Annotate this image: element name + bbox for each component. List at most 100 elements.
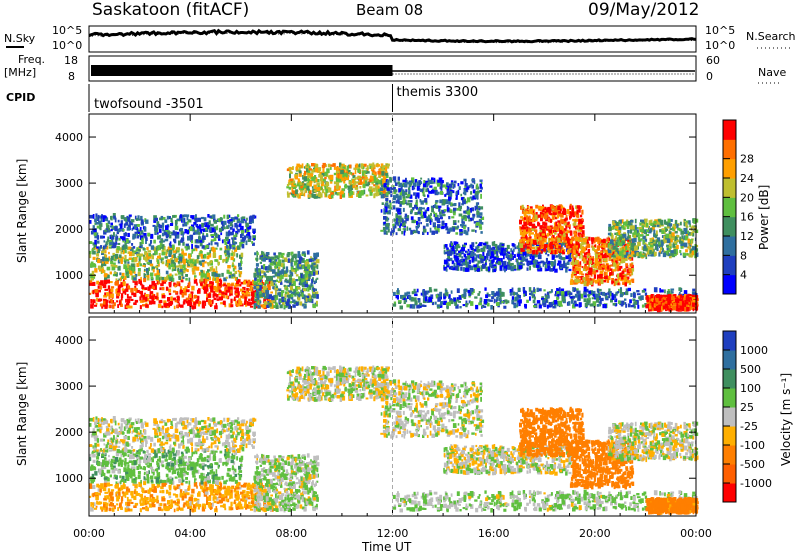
power-cell <box>171 268 174 272</box>
power-cell <box>530 232 534 235</box>
power-cell <box>321 165 326 169</box>
power-cell <box>450 258 453 262</box>
noise-tick-left-top: 10^5 <box>52 24 82 37</box>
power-cell <box>147 250 152 253</box>
power-cell <box>624 298 627 301</box>
power-cell <box>583 293 587 298</box>
power-cell <box>560 231 564 235</box>
power-cell <box>157 235 161 240</box>
power-cell <box>417 211 421 214</box>
power-cell <box>473 221 478 224</box>
power-cell <box>473 248 477 252</box>
power-cell <box>510 262 514 266</box>
power-cell <box>383 229 387 234</box>
power-cell <box>181 292 185 298</box>
power-cell <box>439 291 443 297</box>
power-cell <box>514 268 517 271</box>
power-cell <box>365 183 369 187</box>
power-cell <box>414 195 418 199</box>
power-cell <box>500 247 505 253</box>
power-cell <box>165 270 169 275</box>
power-cell <box>105 222 109 226</box>
power-cell <box>289 167 291 172</box>
power-cell <box>98 223 103 227</box>
power-cell <box>383 166 388 171</box>
power-cell <box>627 287 631 292</box>
power-cell <box>517 295 521 299</box>
power-cell <box>485 266 488 271</box>
power-cell <box>103 240 106 243</box>
power-cell <box>275 261 278 267</box>
power-cell <box>401 219 404 224</box>
power-cell <box>599 245 603 248</box>
power-cell <box>386 230 388 235</box>
power-cell <box>239 300 243 306</box>
power-cell <box>387 184 389 188</box>
power-cell <box>467 289 472 294</box>
power-cell <box>89 250 92 255</box>
power-cell <box>248 288 251 291</box>
power-cell <box>564 291 568 297</box>
power-cell <box>224 304 227 308</box>
power-cell <box>451 190 455 194</box>
power-cell <box>209 215 212 219</box>
power-cell <box>591 297 595 300</box>
power-cell <box>531 255 535 261</box>
power-cell <box>151 255 154 260</box>
power-cell <box>383 183 387 188</box>
power-cell <box>136 224 140 227</box>
power-cell <box>115 289 118 292</box>
power-cell <box>212 214 216 219</box>
power-cell <box>156 257 158 263</box>
power-cell <box>349 172 353 175</box>
power-cell <box>293 281 296 286</box>
power-cell <box>382 176 386 181</box>
power-cell <box>425 188 428 193</box>
power-cell <box>568 301 571 306</box>
power-cell <box>568 259 572 262</box>
power-cell <box>100 259 103 264</box>
power-cell <box>436 304 441 307</box>
power-cell <box>515 292 519 295</box>
power-cell <box>154 296 158 300</box>
power-cell <box>465 263 468 267</box>
power-cell <box>532 212 536 216</box>
power-cell <box>408 203 413 208</box>
power-cell <box>225 244 229 249</box>
power-cell <box>183 252 187 256</box>
power-cell <box>232 245 236 250</box>
power-cell <box>218 296 223 301</box>
power-cell <box>549 268 554 272</box>
power-cell <box>108 289 112 294</box>
power-cell <box>316 179 320 183</box>
power-cell <box>433 177 436 183</box>
power-cell <box>578 295 581 300</box>
power-cell <box>556 248 561 252</box>
power-cell <box>289 173 291 179</box>
power-cell <box>540 206 543 210</box>
power-cell <box>434 301 437 305</box>
power-cell <box>235 293 238 296</box>
power-cell <box>426 223 429 227</box>
power-cell <box>234 270 238 274</box>
power-cell <box>194 244 198 248</box>
power-cell <box>462 304 466 307</box>
power-cell <box>541 233 545 236</box>
power-cell <box>396 217 400 223</box>
power-cell <box>377 192 380 196</box>
power-cell <box>531 227 535 232</box>
power-cell <box>470 289 473 294</box>
power-cell <box>467 227 470 232</box>
power-cell <box>549 212 553 216</box>
power-cell <box>273 294 277 298</box>
power-cell <box>157 245 161 251</box>
power-cell <box>124 241 127 246</box>
power-cell <box>138 229 141 232</box>
power-cell <box>136 232 138 236</box>
power-cell <box>267 256 270 260</box>
power-cell <box>410 216 414 220</box>
power-cell <box>256 278 261 283</box>
power-cell <box>531 258 534 264</box>
power-cell <box>277 268 280 274</box>
power-cell <box>227 224 230 228</box>
